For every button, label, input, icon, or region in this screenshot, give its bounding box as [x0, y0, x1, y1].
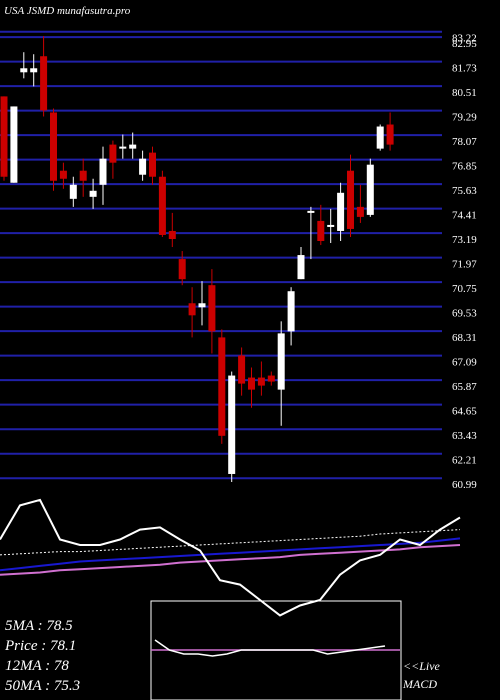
y-tick-label: 81.73	[452, 63, 477, 75]
candle-body	[139, 158, 147, 175]
info-text: 12MA : 78	[5, 658, 69, 674]
candle-body	[30, 68, 38, 73]
y-tick-label: 80.51	[452, 87, 477, 99]
candle-body	[356, 206, 364, 217]
y-tick-label: 69.53	[452, 308, 477, 320]
candle-body	[337, 192, 345, 231]
y-tick-label: 78.07	[452, 136, 477, 148]
macd-label: MACD	[402, 677, 437, 691]
indicator-line	[0, 537, 461, 572]
y-tick-label: 73.19	[452, 234, 477, 246]
candle-body	[10, 106, 18, 183]
macd-line	[154, 639, 386, 657]
y-tick-label: 68.31	[452, 332, 477, 344]
indicator-line	[0, 498, 461, 617]
chart-title: USA JSMD munafasutra.pro	[4, 5, 131, 17]
y-tick-label: 70.75	[452, 283, 477, 295]
candle-body	[129, 144, 137, 149]
candle-body	[158, 176, 166, 235]
candle-body	[376, 126, 384, 149]
candle-body	[168, 230, 176, 239]
y-tick-label: 75.63	[452, 185, 477, 197]
live-label: <<Live	[403, 659, 441, 673]
candle-body	[327, 224, 335, 227]
y-tick-label: 82.95	[452, 38, 477, 50]
y-tick-label: 67.09	[452, 357, 477, 369]
info-text: 5MA : 78.5	[5, 618, 73, 634]
candle-body	[198, 303, 206, 308]
candle-body	[149, 152, 156, 177]
candle-body	[347, 170, 354, 229]
y-tick-label: 83.22	[452, 33, 477, 45]
candle-body	[248, 377, 255, 390]
candle-body	[79, 170, 87, 181]
y-tick-label: 79.29	[452, 112, 477, 124]
y-tick-label: 71.97	[452, 259, 477, 271]
candle-body	[178, 259, 186, 280]
candle-body	[59, 170, 67, 179]
candle-body	[20, 68, 28, 73]
info-text: Price : 78.1	[4, 638, 76, 654]
candle-body	[307, 210, 315, 213]
candle-body	[366, 164, 374, 215]
y-tick-label: 62.21	[452, 455, 477, 467]
candle-body	[89, 190, 97, 197]
candle-body	[218, 337, 226, 436]
indicator-line	[0, 544, 461, 576]
indicator-line	[0, 529, 461, 556]
y-tick-label: 60.99	[452, 479, 477, 491]
candle-body	[188, 303, 196, 316]
candle-body	[277, 333, 285, 390]
candle-body	[99, 158, 107, 185]
info-text: 50MA : 75.3	[5, 678, 80, 694]
candle-body	[109, 144, 117, 163]
candle-body	[297, 255, 305, 280]
candle-body	[119, 146, 127, 149]
candle-body	[208, 285, 216, 332]
candle-body	[0, 96, 8, 177]
candle-body	[228, 375, 236, 474]
candle-body	[386, 124, 394, 145]
candle-body	[267, 375, 275, 382]
y-tick-label: 63.43	[452, 430, 477, 442]
y-tick-label: 74.41	[452, 210, 477, 222]
candle-body	[69, 184, 77, 199]
candle-body	[238, 355, 246, 384]
candle-body	[50, 112, 57, 181]
candle-body	[40, 56, 48, 111]
y-tick-label: 64.65	[452, 406, 477, 418]
candle-body	[257, 377, 265, 386]
candle-body	[287, 291, 295, 332]
candle-body	[317, 220, 325, 242]
y-tick-label: 65.87	[452, 381, 477, 393]
y-tick-label: 76.85	[452, 161, 477, 173]
